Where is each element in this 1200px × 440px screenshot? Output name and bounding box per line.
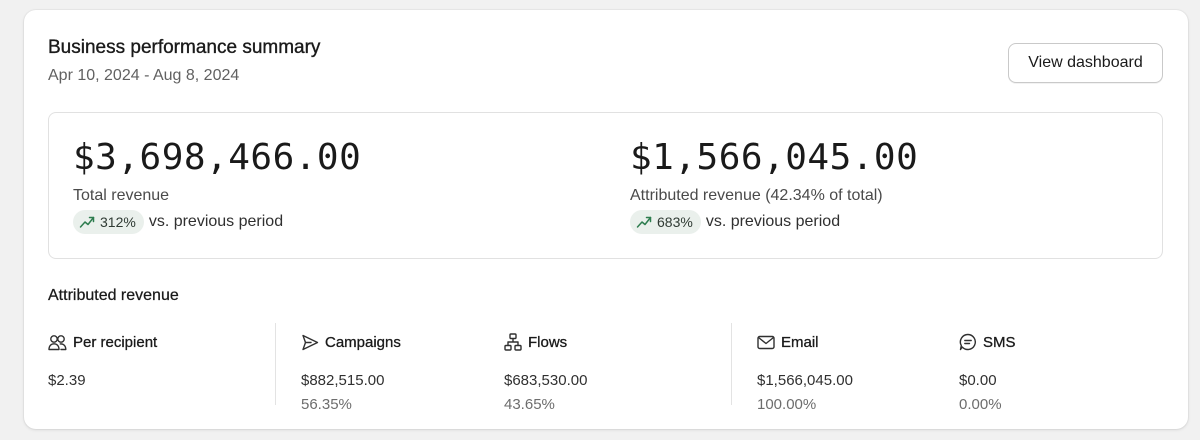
flows-percent: 43.65% <box>504 396 555 413</box>
trend-up-icon <box>636 216 652 228</box>
performance-summary-card: Business performance summary Apr 10, 202… <box>24 10 1188 429</box>
campaigns-header: Campaigns <box>301 332 401 352</box>
trend-percent: 683% <box>657 214 693 230</box>
total-revenue-value: $3,698,466.00 <box>73 137 362 178</box>
per-recipient-column: Per recipient $2.39 <box>48 332 157 389</box>
trend-text: vs. previous period <box>148 213 284 230</box>
flows-header: Flows <box>504 332 567 352</box>
campaigns-label: Campaigns <box>325 333 401 351</box>
per-recipient-value: $2.39 <box>48 372 86 389</box>
attributed-revenue-section-title: Attributed revenue <box>48 287 179 304</box>
total-revenue-trend: 312% vs. previous period <box>73 210 283 234</box>
sms-label: SMS <box>983 333 1016 351</box>
flows-column: Flows $683,530.00 43.65% <box>504 332 587 413</box>
date-range: Apr 10, 2024 - Aug 8, 2024 <box>48 67 240 84</box>
total-revenue-label: Total revenue <box>73 187 170 204</box>
campaigns-column: Campaigns $882,515.00 56.35% <box>301 332 401 413</box>
sms-icon <box>959 333 976 351</box>
sms-header: SMS <box>959 332 1016 352</box>
email-column: Email $1,566,045.00 100.00% <box>757 332 853 413</box>
trend-percent: 312% <box>100 214 136 230</box>
view-dashboard-button[interactable]: View dashboard <box>1008 43 1163 83</box>
trend-badge: 312% <box>73 210 144 234</box>
attributed-revenue-label: Attributed revenue (42.34% of total) <box>630 187 883 204</box>
totals-panel: $3,698,466.00 Total revenue 312% vs. pre… <box>48 112 1163 259</box>
email-value: $1,566,045.00 <box>757 372 853 389</box>
attributed-revenue-value: $1,566,045.00 <box>630 137 919 178</box>
people-icon <box>48 334 67 350</box>
column-divider <box>275 323 276 405</box>
per-recipient-header: Per recipient <box>48 332 157 352</box>
sms-column: SMS $0.00 0.00% <box>959 332 1016 413</box>
email-header: Email <box>757 332 819 352</box>
send-icon <box>302 334 319 350</box>
per-recipient-label: Per recipient <box>73 333 158 351</box>
sms-value: $0.00 <box>959 372 997 389</box>
sms-percent: 0.00% <box>959 396 1002 413</box>
flows-label: Flows <box>528 333 568 351</box>
trend-up-icon <box>79 216 95 228</box>
flows-value: $683,530.00 <box>504 372 588 389</box>
email-percent: 100.00% <box>757 396 817 413</box>
card-title: Business performance summary <box>48 37 321 58</box>
trend-text: vs. previous period <box>705 213 841 230</box>
email-label: Email <box>781 333 819 351</box>
attributed-revenue-trend: 683% vs. previous period <box>630 210 840 234</box>
campaigns-percent: 56.35% <box>301 396 352 413</box>
column-divider <box>731 323 732 405</box>
mail-icon <box>757 335 775 349</box>
trend-badge: 683% <box>630 210 701 234</box>
flow-icon <box>504 333 522 351</box>
campaigns-value: $882,515.00 <box>301 372 385 389</box>
